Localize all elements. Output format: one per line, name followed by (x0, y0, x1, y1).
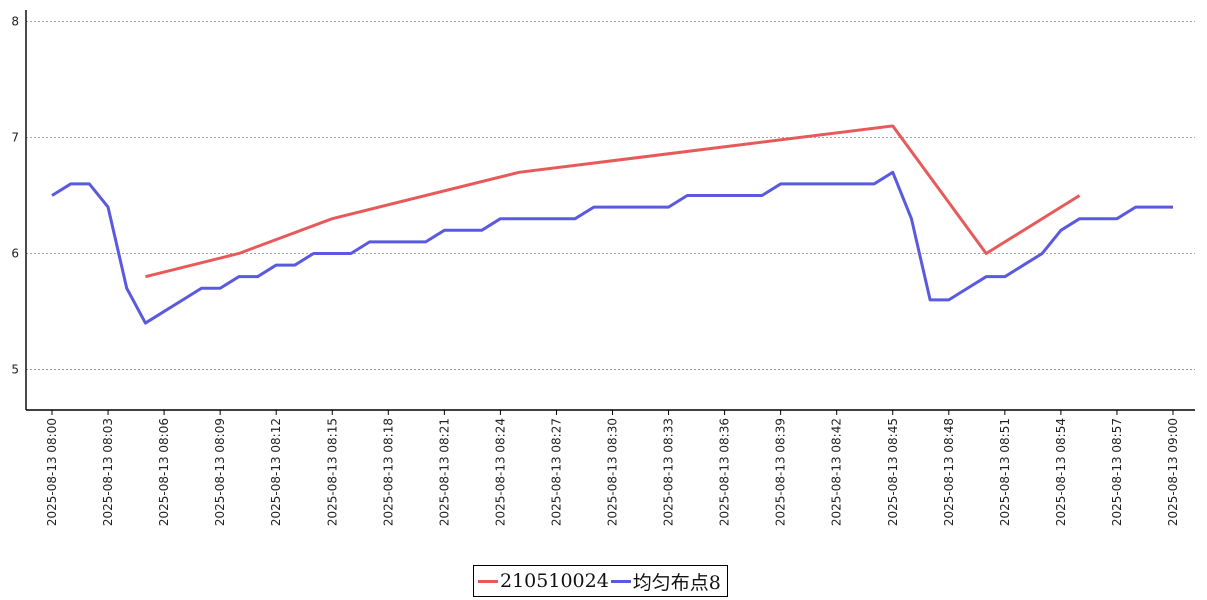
grid-lines (26, 21, 1195, 370)
legend-item-series-2[interactable]: 均匀布点8 (610, 568, 721, 595)
x-tick-label: 2025-08-13 08:33 (662, 418, 676, 526)
series-line-1 (145, 124, 1081, 279)
x-tick-label: 2025-08-13 08:36 (718, 418, 732, 526)
legend-swatch-series-1 (478, 579, 498, 583)
x-tick-label: 2025-08-13 08:18 (381, 418, 395, 526)
x-tick-label: 2025-08-13 08:51 (998, 418, 1012, 526)
x-tick-label: 2025-08-13 08:00 (45, 418, 59, 526)
x-tick-label: 2025-08-13 08:03 (101, 418, 115, 526)
x-tick-label: 2025-08-13 08:54 (1054, 418, 1068, 526)
legend-swatch-series-2 (610, 579, 631, 583)
x-tick-label: 2025-08-13 08:27 (549, 418, 563, 526)
x-tick-label: 2025-08-13 08:06 (157, 418, 171, 526)
series-lines (51, 124, 1173, 325)
x-tick-label: 2025-08-13 08:21 (437, 418, 451, 526)
x-tick-label: 2025-08-13 08:24 (493, 418, 507, 526)
x-tick-label: 2025-08-13 08:48 (942, 418, 956, 526)
legend-item-series-1[interactable]: 210510024 (478, 570, 609, 592)
x-axis-ticks: 2025-08-13 08:00 2025-08-13 08:03 2025-08-… (45, 410, 1180, 526)
legend-label-series-2: 均匀布点8 (632, 571, 721, 594)
x-tick-label: 2025-08-13 08:42 (830, 418, 844, 526)
x-tick-label: 2025-08-13 08:30 (606, 418, 620, 526)
x-tick-label: 2025-08-13 09:00 (1166, 418, 1180, 526)
legend: 210510024 均匀布点8 (473, 565, 728, 597)
legend-label-series-1: 210510024 (500, 570, 609, 592)
y-tick-label: 7 (11, 131, 19, 145)
y-axis-ticks: 5 6 7 8 (11, 15, 19, 377)
y-tick-label: 5 (11, 362, 19, 376)
y-tick-label: 8 (11, 15, 19, 29)
axes (25, 10, 1195, 411)
x-tick-label: 2025-08-13 08:57 (1110, 418, 1124, 526)
series-line-2 (51, 170, 1173, 325)
x-tick-label: 2025-08-13 08:09 (213, 418, 227, 526)
x-tick-label: 2025-08-13 08:12 (269, 418, 283, 526)
x-tick-label: 2025-08-13 08:39 (774, 418, 788, 526)
y-tick-label: 6 (11, 246, 19, 260)
x-tick-label: 2025-08-13 08:45 (886, 418, 900, 526)
x-tick-label: 2025-08-13 08:15 (325, 418, 339, 526)
